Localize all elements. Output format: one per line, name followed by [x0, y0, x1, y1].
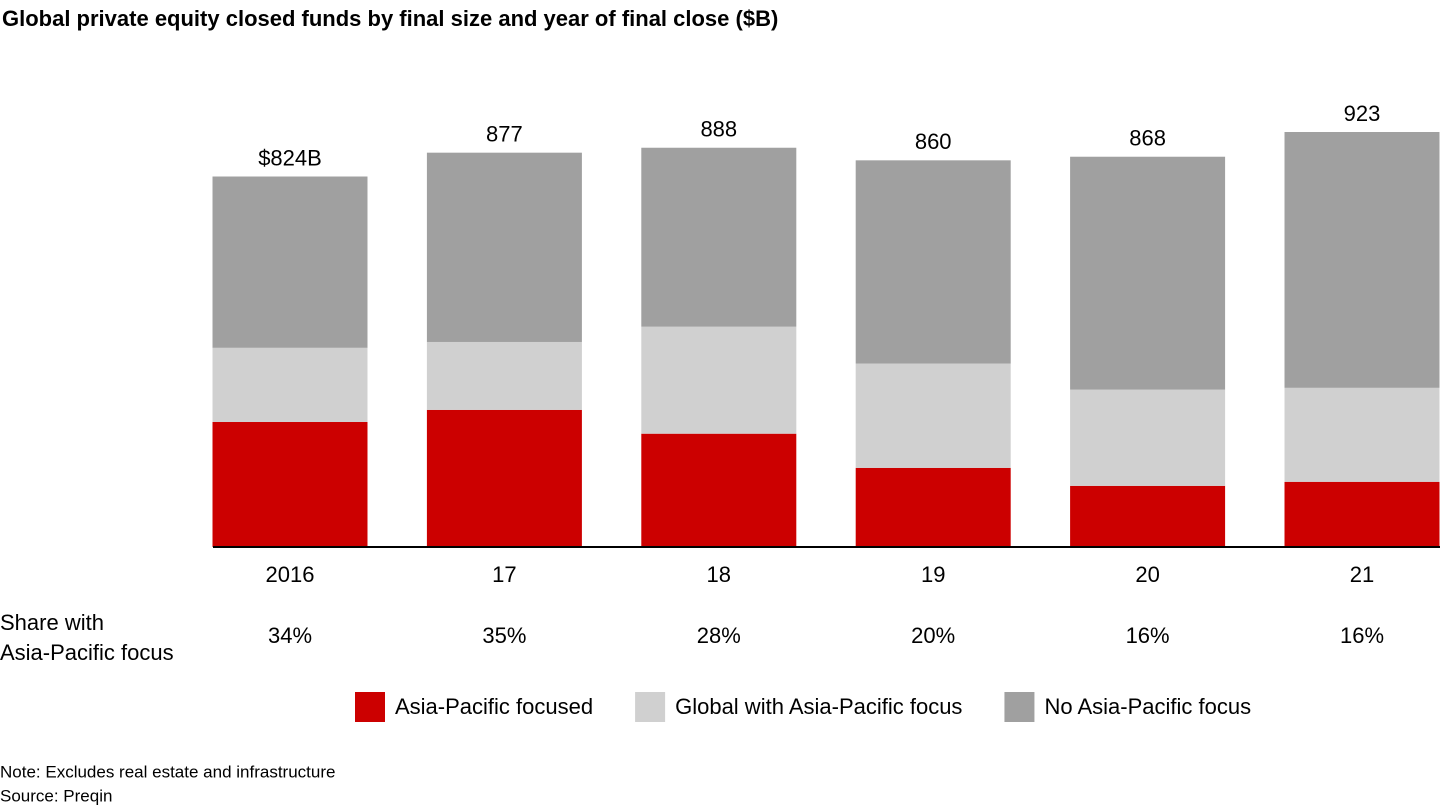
- bar-segment: [641, 433, 797, 547]
- share-value: 35%: [482, 623, 526, 648]
- share-value: 20%: [911, 623, 955, 648]
- bar-segment: [641, 326, 797, 434]
- chart-title: Global private equity closed funds by fi…: [2, 6, 778, 31]
- x-tick-label: 20: [1135, 562, 1159, 587]
- note: Note: Excludes real estate and infrastru…: [0, 762, 335, 781]
- bar-segment: [1070, 156, 1226, 390]
- bar-segment: [641, 147, 797, 327]
- total-label: $824B: [258, 145, 322, 170]
- bar-segment: [426, 409, 582, 547]
- share-value: 28%: [697, 623, 741, 648]
- source: Source: Preqin: [0, 786, 112, 805]
- total-label: 868: [1129, 126, 1166, 151]
- legend-label: Asia-Pacific focused: [395, 694, 593, 719]
- bar-segment: [1284, 132, 1440, 388]
- share-value: 16%: [1126, 623, 1170, 648]
- bar-segment: [1070, 485, 1226, 547]
- legend-swatch: [355, 692, 385, 722]
- total-label: 888: [700, 117, 737, 142]
- x-tick-label: 19: [921, 562, 945, 587]
- x-tick-label: 18: [707, 562, 731, 587]
- bar-segment: [426, 152, 582, 342]
- bar-segment: [1284, 387, 1440, 482]
- bar-segment: [855, 363, 1011, 468]
- total-label: 923: [1344, 101, 1381, 126]
- share-value: 34%: [268, 623, 312, 648]
- legend-swatch: [1004, 692, 1035, 722]
- legend-label: Global with Asia-Pacific focus: [675, 694, 962, 719]
- share-value: 16%: [1340, 623, 1384, 648]
- share-label: Share with: [0, 610, 104, 635]
- bar-segment: [855, 160, 1011, 364]
- bar-segment: [1284, 481, 1440, 547]
- share-label: Asia-Pacific focus: [0, 640, 174, 665]
- legend-swatch: [635, 692, 666, 722]
- bar-segment: [212, 347, 368, 423]
- bar-segment: [212, 422, 368, 547]
- bar-segment: [1070, 389, 1226, 486]
- bar-segment: [426, 341, 582, 410]
- bar-segment: [855, 467, 1011, 547]
- x-tick-label: 21: [1350, 562, 1374, 587]
- total-label: 877: [486, 121, 523, 146]
- bar-segment: [212, 176, 368, 348]
- x-tick-label: 17: [492, 562, 516, 587]
- total-label: 860: [915, 129, 952, 154]
- x-tick-label: 2016: [266, 562, 315, 587]
- legend-label: No Asia-Pacific focus: [1044, 694, 1251, 719]
